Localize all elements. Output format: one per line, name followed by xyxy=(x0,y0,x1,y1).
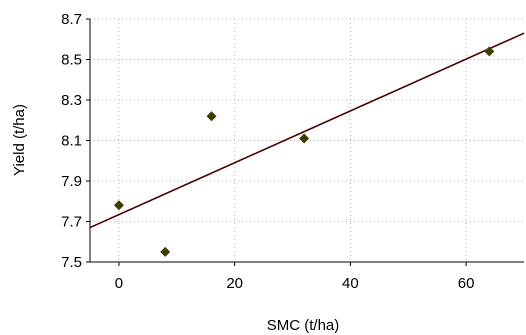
y-tick-labels: 7.5 7.7 7.9 8.1 8.3 8.5 8.7 xyxy=(61,11,82,271)
x-tick-label: 60 xyxy=(458,275,475,292)
x-tick-label: 20 xyxy=(226,275,243,292)
axes xyxy=(86,18,524,266)
x-tick-labels: 0 20 40 60 xyxy=(115,275,475,292)
data-point xyxy=(113,200,124,211)
y-axis-title: Yield (t/ha) xyxy=(11,104,28,176)
y-tick-label: 8.5 xyxy=(61,52,82,69)
y-tick-label: 8.1 xyxy=(61,133,82,150)
y-tick-label: 8.7 xyxy=(61,11,82,28)
trendline xyxy=(89,32,525,229)
data-point xyxy=(484,46,495,57)
y-tick-label: 7.9 xyxy=(61,173,82,190)
y-tick-label: 7.7 xyxy=(61,214,82,231)
x-tick-label: 40 xyxy=(342,275,359,292)
x-axis-title: SMC (t/ha) xyxy=(267,317,340,334)
trendline-layer xyxy=(89,32,525,229)
x-tick-label: 0 xyxy=(115,275,123,292)
y-tick-label: 8.3 xyxy=(61,92,82,109)
points-layer xyxy=(113,46,495,257)
y-tick-label: 7.5 xyxy=(61,254,82,271)
data-point xyxy=(160,246,171,257)
data-point xyxy=(206,111,217,122)
data-point xyxy=(299,133,310,144)
